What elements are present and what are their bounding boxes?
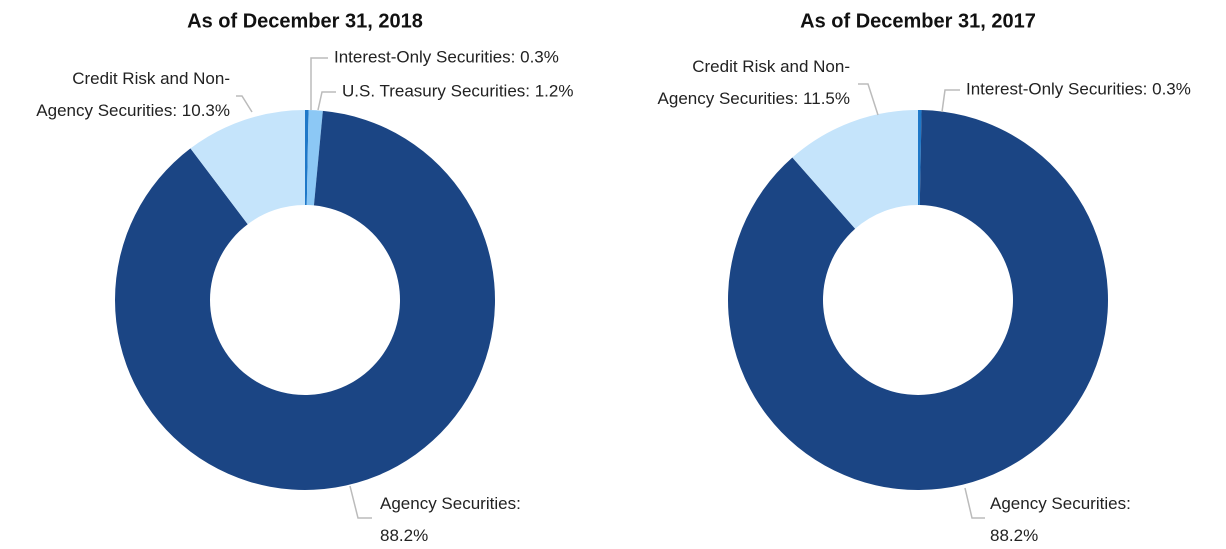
chart-title: As of December 31, 2018 [187,10,423,32]
label-line: 88.2% [990,526,1038,544]
donut-slice [115,110,496,490]
label-line: Credit Risk and Non- [692,57,850,76]
slice-label: Interest-Only Securities: 0.3% [334,47,559,66]
slice-label: Interest-Only Securities: 0.3% [966,79,1191,98]
chart-title: As of December 31, 2017 [800,10,1036,32]
leader-line [236,95,253,113]
leader-line [317,91,336,111]
slice-label: Credit Risk and Non- Agency Securities: 1… [658,57,850,108]
donut-slice [190,110,305,225]
label-line: 88.2% [380,526,428,544]
leader-line [858,83,879,116]
slice-label: U.S. Treasury Securities: 1.2% [342,81,573,100]
leader-line [964,487,985,519]
leader-line [310,57,328,110]
label-line: Agency Securities: [990,494,1131,513]
label-line: Credit Risk and Non- [72,69,230,88]
leader-line [941,89,960,113]
label-line: Agency Securities: 11.5% [658,89,850,108]
donut-slice [918,110,922,206]
label-line: Agency Securities: 10.3% [36,101,230,120]
label-line: Agency Securities: [380,494,521,513]
donut-slice [792,110,918,229]
donut-slice [728,110,1108,490]
donut-slice [305,110,309,206]
donut-slice [306,110,323,206]
slice-label: Credit Risk and Non- Agency Securities: 1… [36,69,230,120]
leader-line [349,485,372,519]
slice-label: Agency Securities: 88.2% [380,494,521,544]
slice-label: Agency Securities: 88.2% [990,494,1131,544]
